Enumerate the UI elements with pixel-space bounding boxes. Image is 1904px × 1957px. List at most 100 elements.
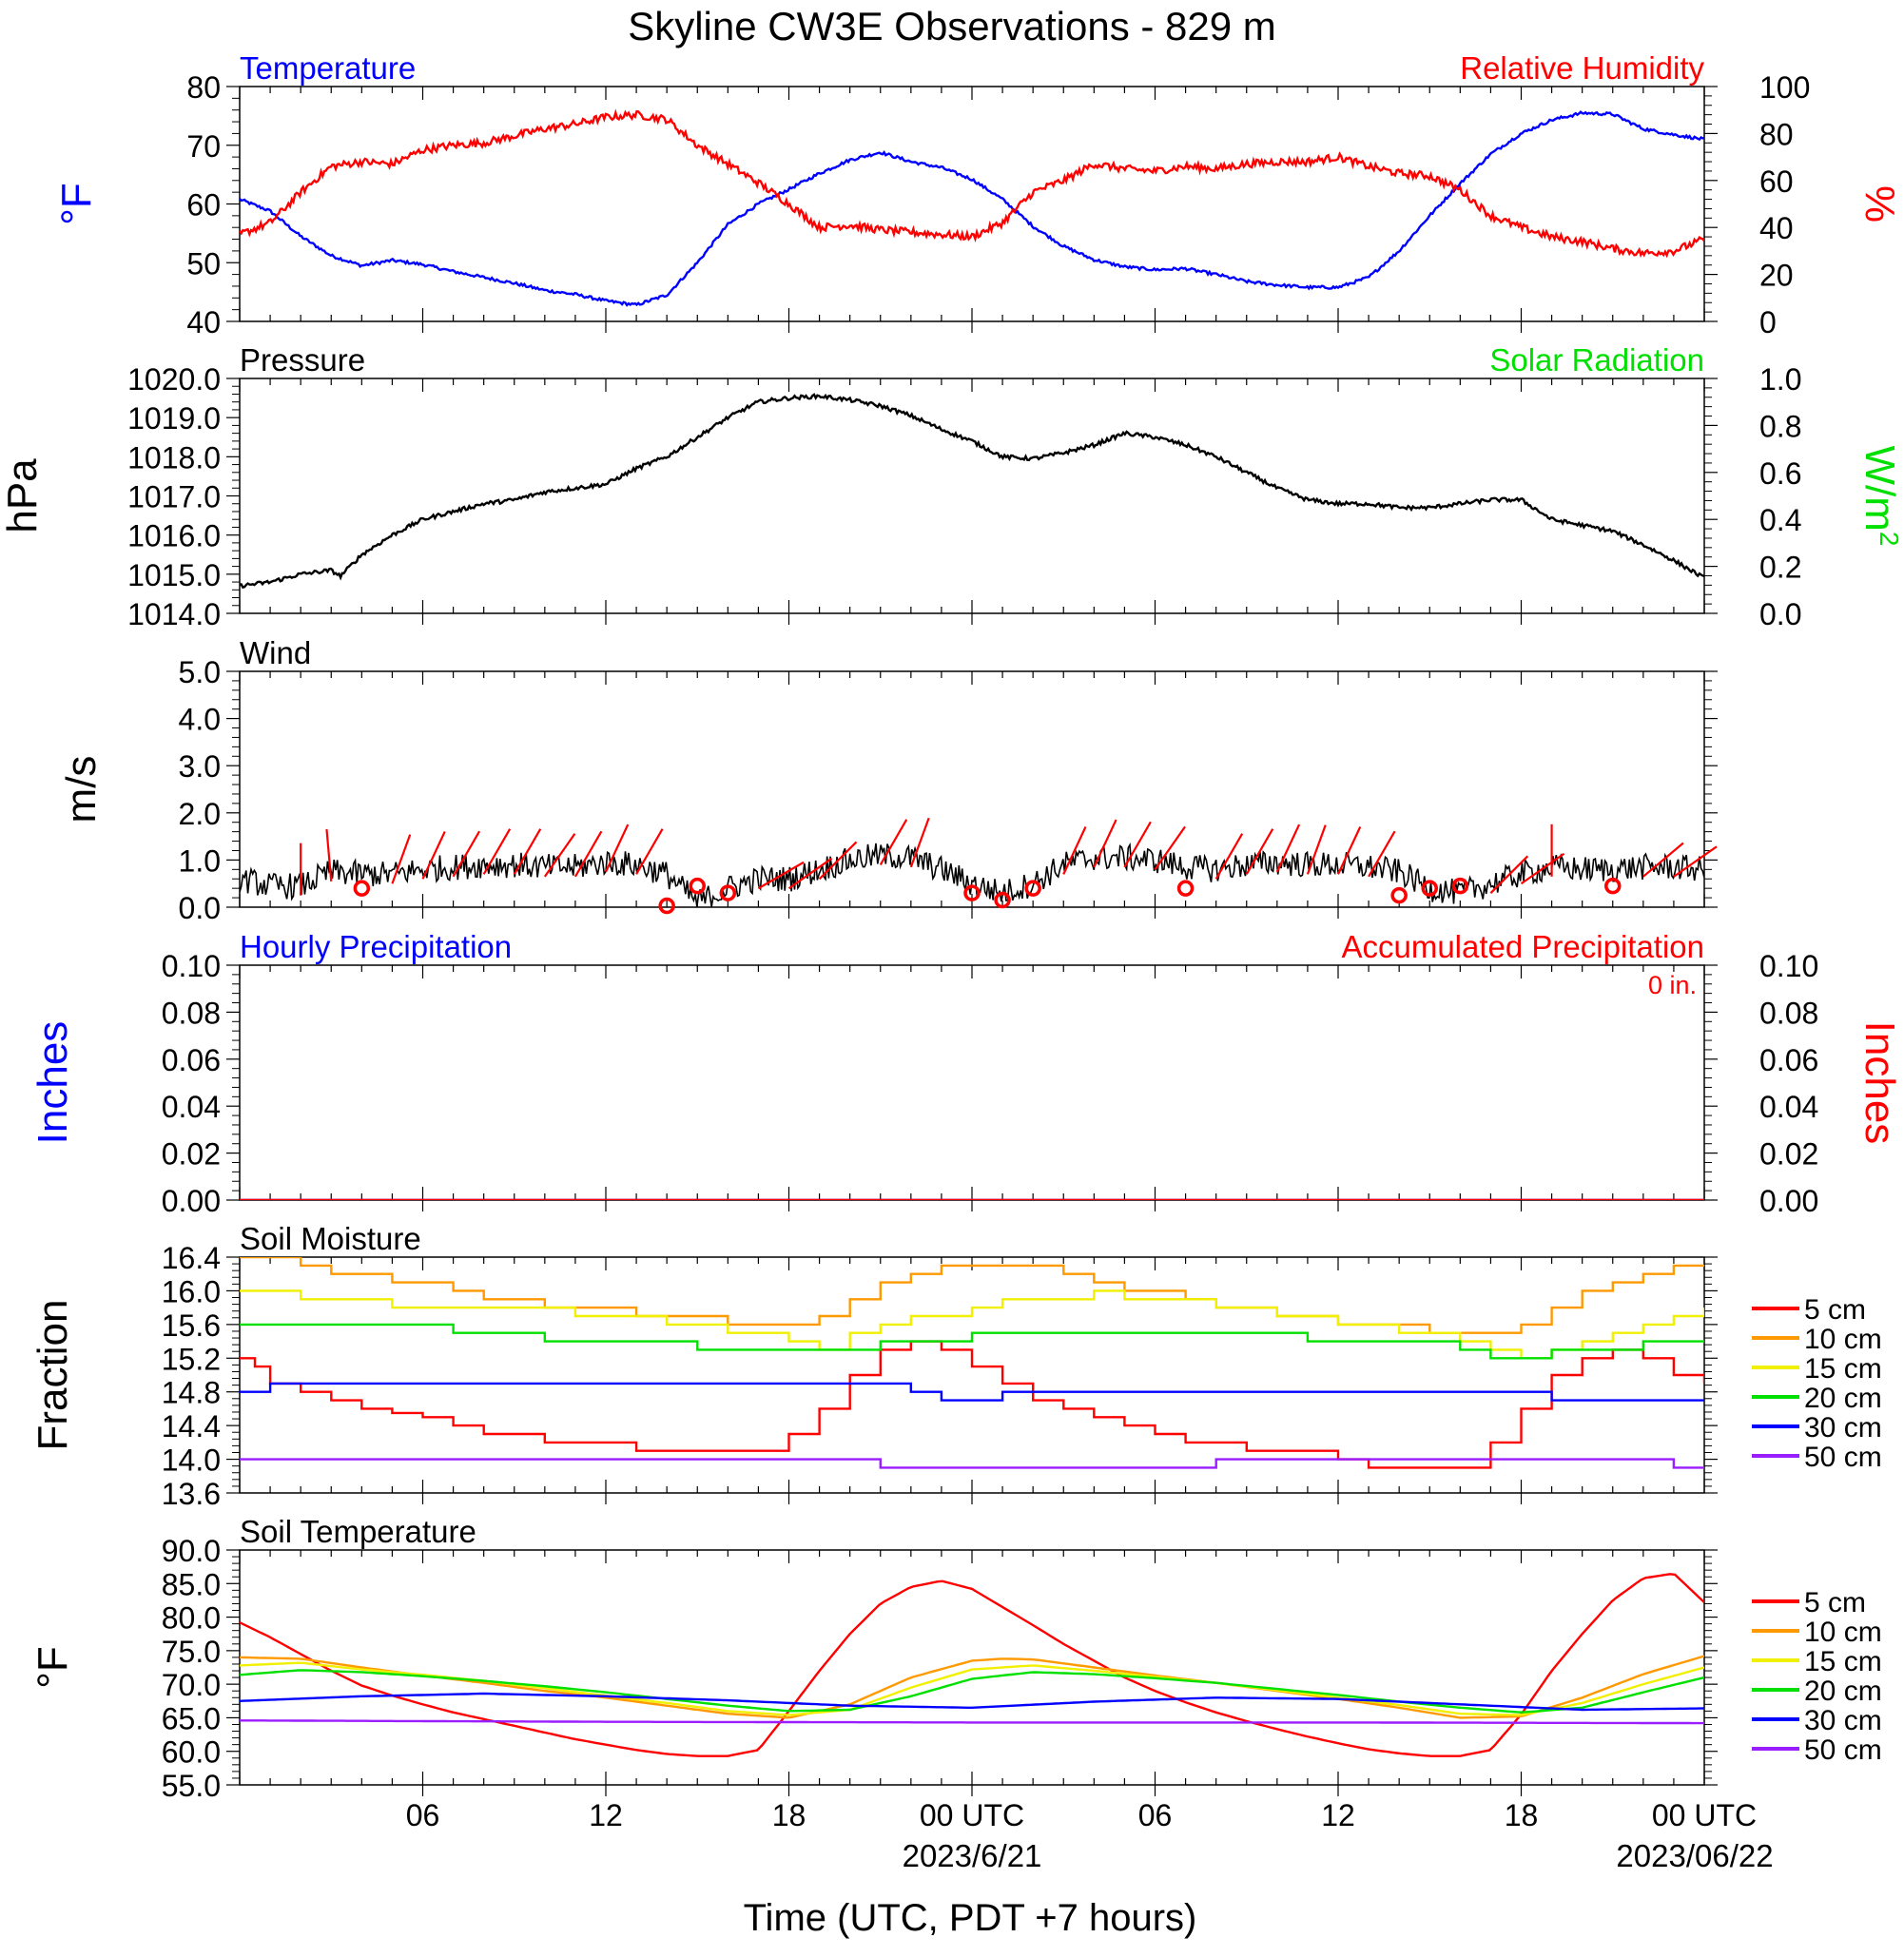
- y-tick-label-right: 0.6: [1759, 456, 1801, 491]
- panel-title-left: Pressure: [240, 342, 365, 378]
- y-tick-label-left: 1016.0: [127, 519, 221, 553]
- y-axis-label-left: Fraction: [29, 1300, 76, 1451]
- wind-barb: [325, 828, 333, 882]
- wind-barb: [543, 833, 576, 878]
- y-tick-label-left: 0.04: [162, 1090, 221, 1124]
- series-line-20-cm: [240, 1669, 1704, 1714]
- wind-barb: [787, 857, 833, 890]
- series-group: [240, 393, 1704, 590]
- y-tick-label-left: 75.0: [162, 1635, 221, 1669]
- y-axis-label-right: Inches: [1856, 1021, 1903, 1145]
- legend-label: 10 cm: [1804, 1324, 1882, 1355]
- y-tick-label-left: 15.6: [162, 1308, 221, 1343]
- series-line-20-cm: [240, 1323, 1704, 1360]
- wind-barb: [879, 819, 908, 865]
- y-tick-label-left: 14.4: [162, 1409, 221, 1444]
- wind-barb: [391, 834, 412, 884]
- y-tick-label-right: 0.4: [1759, 503, 1801, 537]
- wind-barb: [1123, 821, 1152, 868]
- plot-frame: [239, 964, 1705, 1201]
- series-line-5-cm: [240, 1340, 1704, 1469]
- y-tick-label-left: 1019.0: [127, 401, 221, 436]
- y-tick-label-left: 15.2: [162, 1342, 221, 1376]
- y-tick-label-right: 20: [1759, 259, 1794, 293]
- y-tick-label-left: 80: [186, 70, 221, 105]
- legend-label: 20 cm: [1804, 1676, 1882, 1707]
- panel-pressure: 1014.0 1015.0 1016.0 1017.0 1018.0 1019.0 1020…: [0, 342, 1904, 631]
- y-tick-label-left: 1017.0: [127, 480, 221, 514]
- y-tick-label-right: 0: [1759, 305, 1777, 339]
- y-tick-label-left: 70: [186, 129, 221, 164]
- calm-wind-marker: [719, 884, 737, 901]
- y-tick-label-right: 0.08: [1759, 996, 1818, 1030]
- legend-label: 5 cm: [1804, 1587, 1866, 1618]
- x-axis-title: Time (UTC, PDT +7 hours): [744, 1897, 1197, 1939]
- wind-barb: [421, 831, 446, 880]
- y-axis-label-right-superscript: 2: [1875, 532, 1904, 547]
- series-line-30-cm: [240, 1692, 1704, 1712]
- wind-barb: [1062, 826, 1087, 875]
- wind-barb: [1214, 833, 1244, 880]
- y-tick-label-left: 90.0: [162, 1534, 221, 1568]
- chart-title: Skyline CW3E Observations - 829 m: [628, 4, 1276, 48]
- y-axis-label-left: m/s: [58, 756, 105, 823]
- y-tick-label-left: 0.0: [179, 891, 221, 925]
- y-tick-label-left: 85.0: [162, 1567, 221, 1601]
- y-tick-label-left: 1020.0: [127, 362, 221, 397]
- series-group: [240, 1573, 1704, 1757]
- calm-wind-marker: [1176, 880, 1195, 897]
- y-tick-label-left: 1014.0: [127, 597, 221, 631]
- y-tick-label-right: 0.10: [1759, 949, 1818, 983]
- x-tick-label: 18: [1505, 1798, 1539, 1832]
- y-axis-label-right: W/m2: [1856, 446, 1904, 547]
- panel-wind: 0.0 1.0 2.0 3.0 4.0 5.0 Wind m/s: [58, 635, 1718, 925]
- legend-label: 50 cm: [1804, 1442, 1882, 1473]
- wind-barb: [1673, 845, 1718, 878]
- series-line-50-cm: [240, 1719, 1704, 1725]
- wind-barb: [482, 828, 512, 875]
- wind-barb: [573, 830, 603, 878]
- series-line-30-cm: [240, 1382, 1704, 1402]
- legend-label: 30 cm: [1804, 1705, 1882, 1736]
- calm-wind-marker: [1451, 877, 1469, 895]
- wind-barb: [1154, 825, 1186, 871]
- series-line-10-cm: [240, 1257, 1704, 1334]
- y-axis-label-left: °F: [29, 1646, 76, 1688]
- y-tick-label-right: 100: [1759, 70, 1810, 105]
- y-tick-label-right: 0.04: [1759, 1090, 1818, 1124]
- series-line-15-cm: [240, 1289, 1704, 1360]
- y-tick-label-left: 1.0: [179, 843, 221, 878]
- wind-barb: [1306, 824, 1327, 875]
- date-label-1: 2023/6/21: [903, 1838, 1042, 1873]
- y-tick-label-left: 0.08: [162, 996, 221, 1030]
- y-tick-label-left: 80.0: [162, 1601, 221, 1636]
- calm-wind-marker: [689, 877, 706, 895]
- y-tick-label-right: 1.0: [1759, 362, 1801, 397]
- legend-label: 15 cm: [1804, 1353, 1882, 1385]
- y-tick-label-right: 0.0: [1759, 597, 1801, 631]
- plot-frame: [239, 670, 1705, 908]
- wind-barb: [1275, 823, 1301, 873]
- calm-wind-marker: [658, 897, 675, 915]
- y-tick-label-left: 65.0: [162, 1701, 221, 1735]
- wind-barb: [1368, 830, 1396, 878]
- x-tick-label: 06: [406, 1798, 440, 1832]
- y-tick-label-left: 55.0: [162, 1769, 221, 1803]
- wind-barb: [513, 828, 542, 875]
- x-axis: 06 12 18 00 UTC 06 12 18 00 UTC 2023/6/21 2023/…: [406, 1798, 1774, 1939]
- series-group: [240, 1257, 1704, 1469]
- panel-title-right: Solar Radiation: [1489, 342, 1704, 378]
- calm-wind-marker: [1421, 880, 1438, 897]
- x-tick-labels: 06 12 18 00 UTC 06 12 18 00 UTC: [406, 1798, 1757, 1832]
- y-tick-label-left: 40: [186, 305, 221, 339]
- y-tick-label-right: 0.02: [1759, 1137, 1818, 1172]
- y-tick-label-right: 40: [1759, 211, 1794, 245]
- plot-frame: [239, 378, 1705, 614]
- y-tick-label-right: 60: [1759, 165, 1794, 199]
- y-tick-label-right: 80: [1759, 117, 1794, 151]
- y-tick-label-right: 0.00: [1759, 1184, 1818, 1218]
- series-line-10-cm: [240, 1655, 1704, 1719]
- panel-soil_temp: 55.060.065.070.075.080.085.090.0 Soil Tem…: [29, 1514, 1882, 1803]
- legend-label: 5 cm: [1804, 1294, 1866, 1326]
